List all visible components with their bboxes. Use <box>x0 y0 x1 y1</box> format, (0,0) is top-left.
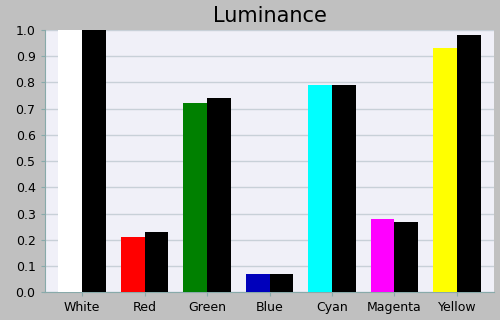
Bar <box>144 232 169 292</box>
Bar <box>82 30 106 292</box>
Bar <box>308 85 332 292</box>
Bar <box>58 30 82 292</box>
Bar <box>394 221 418 292</box>
Bar <box>207 98 231 292</box>
Bar <box>184 103 207 292</box>
Bar <box>121 237 144 292</box>
Bar <box>433 48 457 292</box>
Bar <box>246 274 270 292</box>
Bar <box>270 274 293 292</box>
Title: Luminance: Luminance <box>212 5 326 26</box>
Bar <box>457 35 480 292</box>
Bar <box>332 85 355 292</box>
Bar <box>370 219 394 292</box>
